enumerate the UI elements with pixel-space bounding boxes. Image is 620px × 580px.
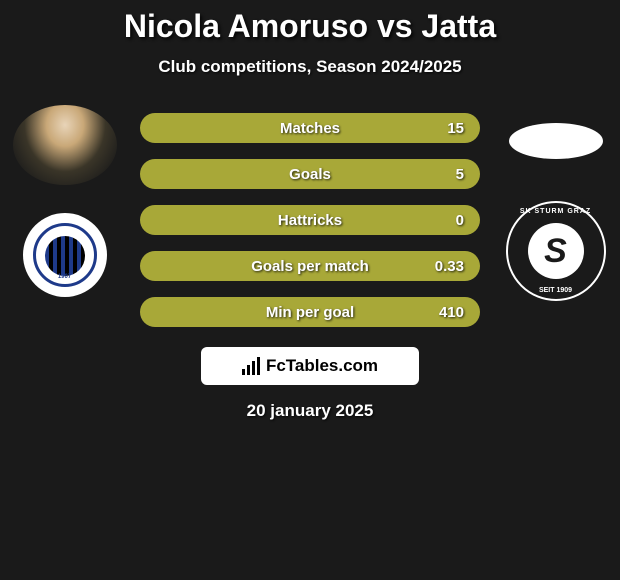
footer-date: 20 january 2025	[247, 401, 374, 421]
atalanta-logo-inner: 1907	[33, 223, 97, 287]
main-comparison-area: 1907 Matches 15 Goals 5 Hattricks 0 Goal…	[0, 105, 620, 327]
sturm-logo-inner: S	[528, 223, 584, 279]
stats-column: Matches 15 Goals 5 Hattricks 0 Goals per…	[140, 113, 480, 327]
footer-brand-badge: FcTables.com	[201, 347, 419, 385]
stat-value: 15	[447, 120, 464, 137]
stat-label: Goals	[289, 166, 331, 183]
sturm-text-bottom: SEIT 1909	[539, 287, 572, 294]
atalanta-year-text: 1907	[58, 274, 71, 280]
left-player-column: 1907	[7, 105, 122, 297]
stat-value: 410	[439, 304, 464, 321]
stat-label: Goals per match	[251, 258, 369, 275]
bar-chart-icon	[242, 357, 260, 375]
atalanta-stripes-icon	[45, 236, 85, 276]
stat-value: 0.33	[435, 258, 464, 275]
stat-bar-matches: Matches 15	[140, 113, 480, 143]
right-player-column: SK STURM GRAZ S SEIT 1909	[498, 105, 613, 301]
stat-bar-goals: Goals 5	[140, 159, 480, 189]
footer-brand-text: FcTables.com	[266, 356, 378, 376]
player-right-photo	[509, 123, 603, 159]
player-left-photo	[13, 105, 117, 185]
stat-label: Min per goal	[266, 304, 354, 321]
stat-bar-goals-per-match: Goals per match 0.33	[140, 251, 480, 281]
player-left-club-logo: 1907	[23, 213, 107, 297]
stat-value: 0	[456, 212, 464, 229]
stat-label: Hattricks	[278, 212, 342, 229]
sturm-logo-outer: SK STURM GRAZ S SEIT 1909	[506, 201, 606, 301]
stat-bar-hattricks: Hattricks 0	[140, 205, 480, 235]
sturm-s-icon: S	[544, 232, 567, 271]
stat-bar-min-per-goal: Min per goal 410	[140, 297, 480, 327]
comparison-title: Nicola Amoruso vs Jatta	[124, 8, 496, 45]
comparison-subtitle: Club competitions, Season 2024/2025	[158, 57, 461, 77]
player-right-club-logo: SK STURM GRAZ S SEIT 1909	[506, 201, 606, 301]
sturm-text-top: SK STURM GRAZ	[520, 208, 591, 215]
stat-label: Matches	[280, 120, 340, 137]
stat-value: 5	[456, 166, 464, 183]
